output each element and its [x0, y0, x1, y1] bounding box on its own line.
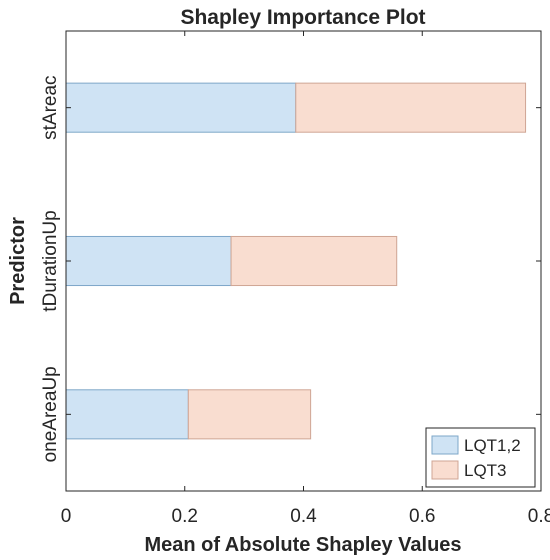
bar-tDurationUp-series-0: [65, 235, 232, 287]
y-tick-label: tDurationUp: [40, 210, 61, 311]
bar-stAreac-series-0: [65, 82, 297, 133]
bar-oneAreaUp-series-0: [65, 389, 189, 440]
ticks-layer: 0 0.2 0.4 0.6 0.8 stAreac tDurationUp oneAreaUp: [40, 31, 550, 527]
x-tick-label: 0.4: [290, 506, 317, 527]
legend-label: LQT3: [464, 461, 507, 480]
legend-swatch: [431, 460, 459, 480]
legend-label: LQT1,2: [464, 436, 521, 455]
legend-swatch: [431, 435, 459, 455]
bar-oneAreaUp-series-1: [187, 389, 312, 440]
bar-stAreac-series-1: [295, 82, 527, 133]
y-axis-label: Predictor: [7, 217, 29, 305]
x-axis-label: Mean of Absolute Shapley Values: [144, 534, 461, 556]
bar-tDurationUp-series-1: [230, 235, 398, 287]
chart-title: Shapley Importance Plot: [180, 6, 425, 29]
x-tick-label: 0: [61, 506, 72, 527]
x-tick-label: 0.2: [172, 506, 198, 527]
plot-frame: [65, 30, 542, 492]
y-tick-label: stAreac: [40, 75, 61, 139]
legend: LQT1,2 LQT3: [425, 427, 536, 488]
bars-layer: [65, 82, 527, 440]
x-tick-label: 0.6: [409, 506, 435, 527]
y-tick-label: oneAreaUp: [40, 366, 61, 462]
x-tick-label: 0.8: [528, 506, 550, 527]
